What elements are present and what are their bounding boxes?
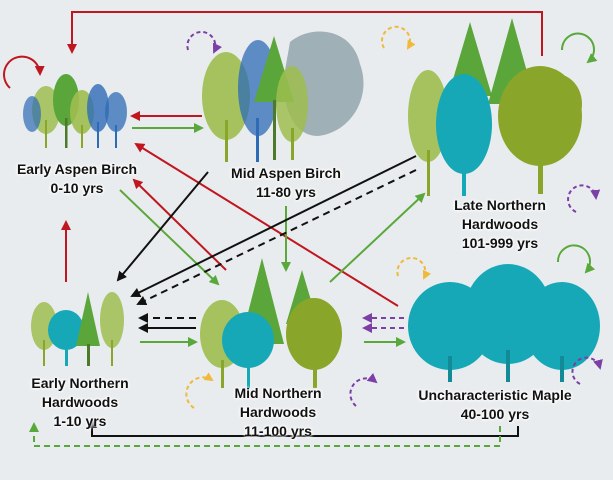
early-northern-years: 1-10 yrs <box>53 413 107 429</box>
arrow-early-aspen-to-mid-northern <box>119 189 220 286</box>
early-aspen-birch-trees <box>23 74 127 148</box>
early-aspen-birch-name: Early Aspen Birch <box>16 161 138 177</box>
mid-aspen-dashed-purple-loop-icon <box>186 30 222 54</box>
mid-aspen-birch-years: 11-80 yrs <box>256 184 316 200</box>
early-aspen-birch-label: Early Aspen Birch 0-10 yrs <box>14 160 140 198</box>
transition-arrows <box>29 11 543 447</box>
mid-northern-name-line1: Mid Northern <box>234 385 322 401</box>
early-aspen-birch-years: 0-10 yrs <box>50 180 104 196</box>
early-aspen-self-loop-icon <box>3 55 45 89</box>
self-loop-icons <box>3 25 603 409</box>
uncharacteristic-maple-trees <box>408 264 600 382</box>
mid-aspen-birch-trees <box>202 31 364 162</box>
mid-aspen-birch-name: Mid Aspen Birch <box>231 165 341 181</box>
uncharacteristic-maple-label: Uncharacteristic Maple 40-100 yrs <box>412 386 578 424</box>
late-northern-green-loop-icon <box>560 32 598 64</box>
arrow-late-northern-to-early-northern-dashed <box>136 169 417 306</box>
mid-aspen-birch-label: Mid Aspen Birch 11-80 yrs <box>224 164 348 202</box>
arrow-mid-aspen-to-early-northern <box>116 171 209 282</box>
arrow-maple-to-early-aspen <box>134 142 399 307</box>
maple-dashed-yellow-loop-icon <box>396 256 432 280</box>
arrow-late-northern-to-early-northern-solid <box>130 155 417 297</box>
maple-dashed-purple-loop-icon <box>571 356 603 385</box>
arrow-maple-to-early-northern-black <box>87 418 519 437</box>
early-northern-name-line2: Hardwoods <box>41 394 119 410</box>
late-northern-name-line1: Late Northern <box>454 197 546 213</box>
late-northern-dashed-yellow-loop-icon <box>381 25 416 50</box>
late-northern-dashed-purple-loop-icon <box>567 184 601 213</box>
uncharacteristic-maple-years: 40-100 yrs <box>460 406 530 422</box>
early-northern-name-line1: Early Northern <box>31 375 129 391</box>
early-northern-hardwoods-label: Early Northern Hardwoods 1-10 yrs <box>20 374 140 431</box>
arrow-maple-to-early-northern-green-dashed <box>29 422 501 447</box>
late-northern-hardwoods-label: Late Northern Hardwoods 101-999 yrs <box>438 196 562 253</box>
mid-northern-name-line2: Hardwoods <box>239 404 317 420</box>
maple-green-loop-icon <box>556 244 596 274</box>
mid-northern-dashed-yellow-loop-icon <box>185 372 214 409</box>
late-northern-hardwoods-trees <box>408 18 582 196</box>
arrow-mid-northern-to-late-northern <box>329 192 426 283</box>
arrow-mid-northern-to-early-aspen <box>132 178 227 271</box>
mid-northern-years: 11-100 yrs <box>244 423 312 439</box>
uncharacteristic-maple-name: Uncharacteristic Maple <box>418 387 572 403</box>
mid-northern-hardwoods-label: Mid Northern Hardwoods 11-100 yrs <box>218 384 338 441</box>
late-northern-years: 101-999 yrs <box>461 235 539 251</box>
mid-northern-hardwoods-trees <box>200 258 342 388</box>
arrow-late-northern-to-early-aspen <box>67 11 543 56</box>
late-northern-name-line2: Hardwoods <box>461 216 539 232</box>
early-northern-hardwoods-trees <box>31 292 124 366</box>
mid-northern-dashed-purple-loop-icon <box>349 373 378 407</box>
